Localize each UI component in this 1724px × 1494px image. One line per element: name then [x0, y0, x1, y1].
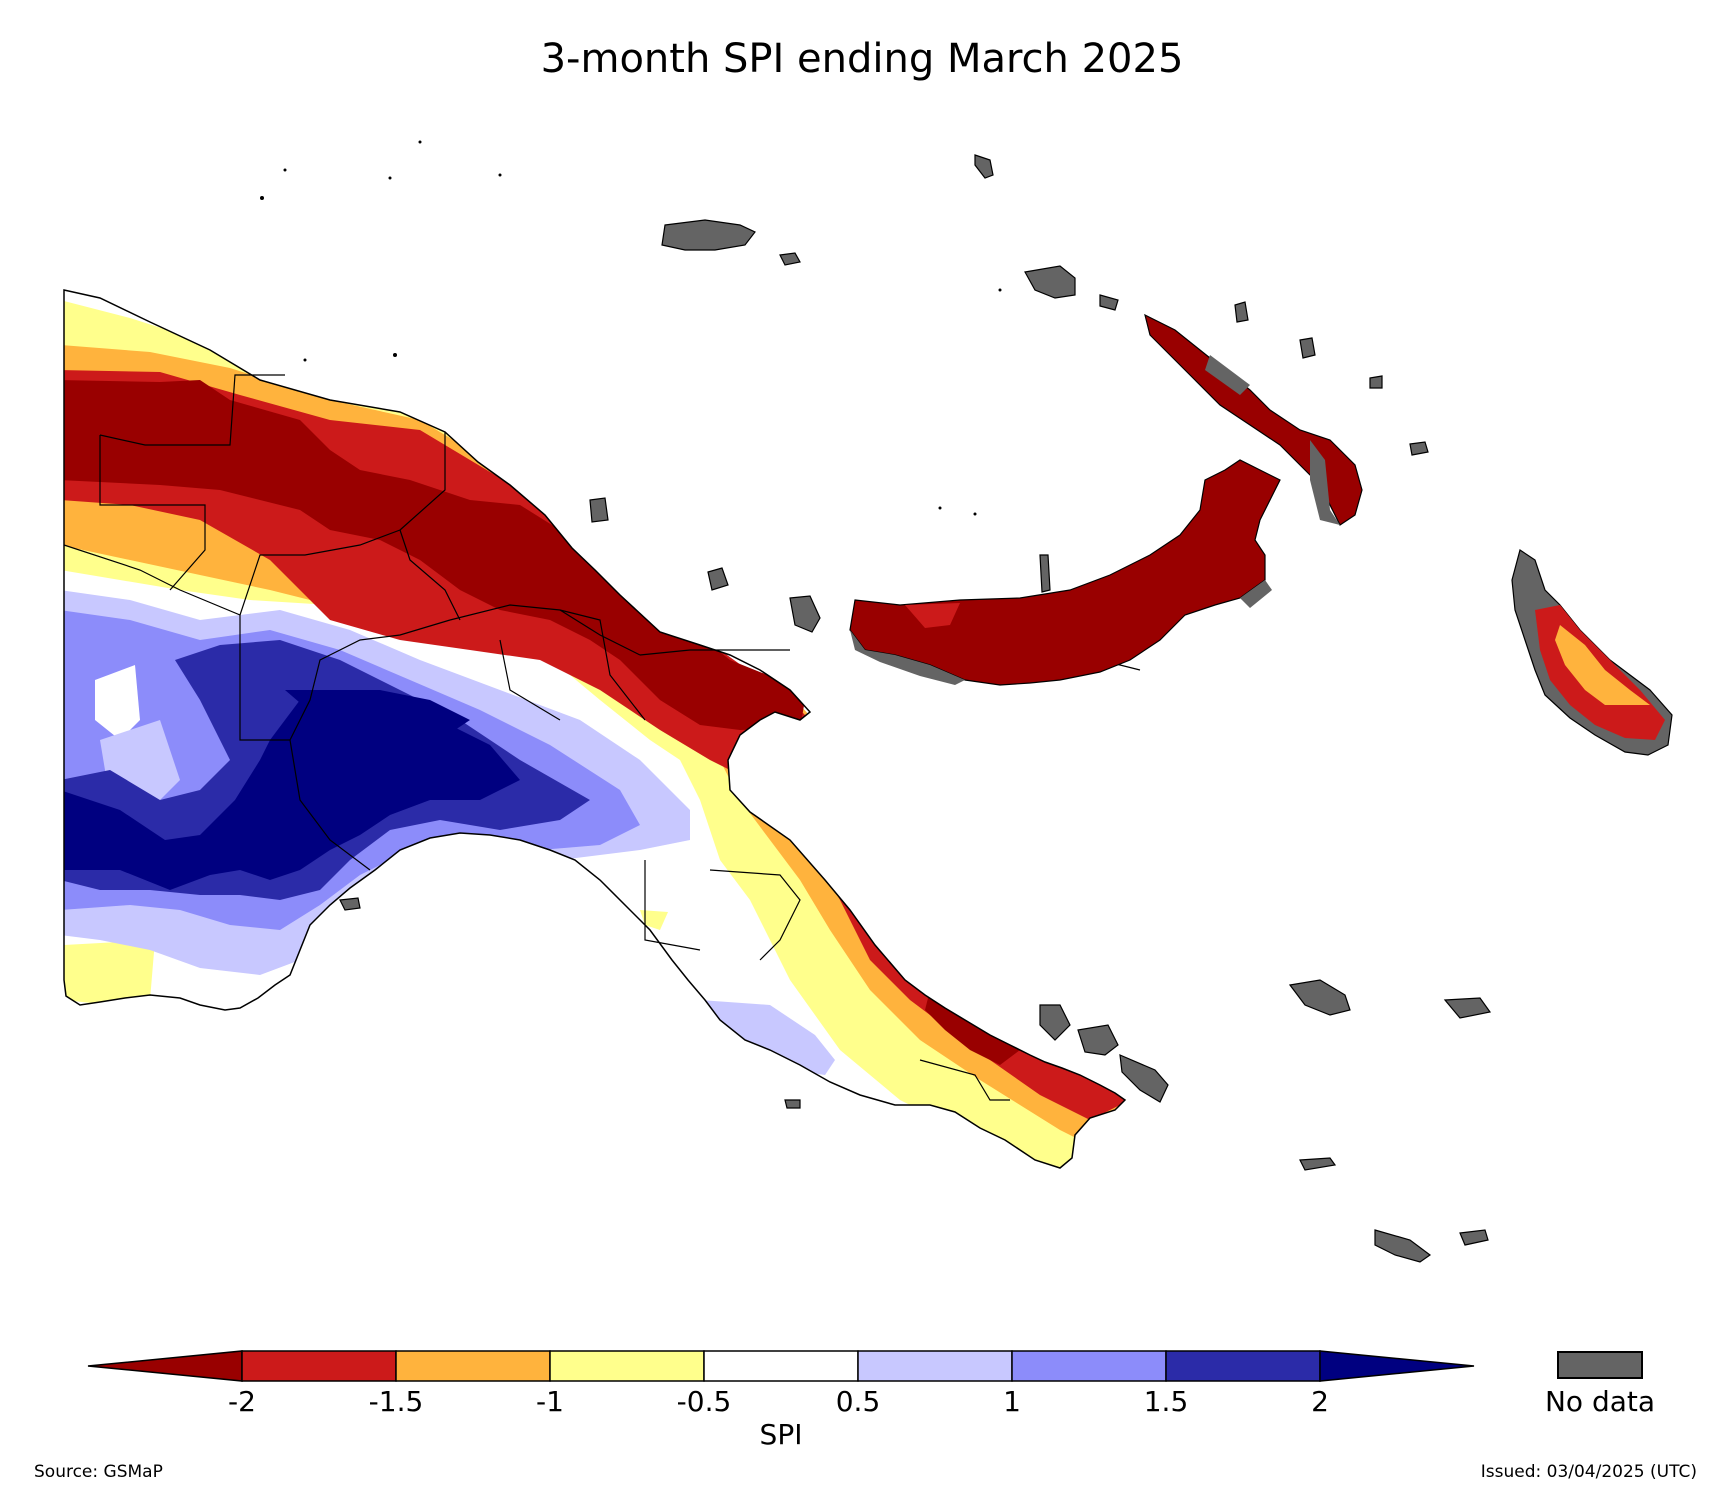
spi-band-mildly-dry-small — [640, 910, 668, 930]
spi-band-severely-dry-north — [64, 370, 1125, 1120]
colorbar-bin-5 — [857, 1350, 1013, 1382]
source-text: Source: GSMaP — [34, 1462, 163, 1482]
colorbar-extend-low — [87, 1350, 243, 1382]
new-britain-island — [849, 459, 1281, 686]
issued-text: Issued: 03/04/2025 (UTC) — [1480, 1462, 1697, 1482]
fergusson-island — [1039, 1004, 1071, 1041]
lihir-island — [1234, 301, 1249, 323]
small-islets — [260, 140, 1002, 516]
new-ireland-nodata-edge — [1205, 355, 1250, 395]
nodata-swatch — [1557, 1351, 1643, 1379]
colorbar-tick: 0.5 — [835, 1385, 881, 1418]
new-ireland-nodata-tip — [1310, 440, 1340, 525]
yule-island — [784, 1099, 801, 1109]
misima-island — [1299, 1157, 1337, 1171]
colorbar-bin-6 — [1011, 1350, 1167, 1382]
spi-band-extremely-wet-north — [285, 690, 470, 740]
spi-colorbar — [87, 1350, 1475, 1382]
colorbar-tick: -1.5 — [368, 1385, 424, 1418]
goodenough-island — [1077, 1024, 1119, 1056]
colorbar-tick: 1 — [1003, 1385, 1021, 1418]
map-title: 3-month SPI ending March 2025 — [540, 36, 1184, 82]
mainland-spi-fields — [64, 290, 1125, 1168]
manus-island — [661, 219, 756, 251]
daru-island — [339, 897, 361, 911]
colorbar-bin-2 — [395, 1350, 551, 1382]
normanby-island — [1119, 1054, 1169, 1103]
new-britain-nodata-edge — [850, 630, 965, 685]
colorbar-tick: -0.5 — [676, 1385, 732, 1418]
new-hanover-island — [1024, 265, 1076, 299]
woodlark-island — [1443, 997, 1492, 1019]
small-isle-1 — [1099, 294, 1119, 311]
umboi-island — [589, 497, 609, 523]
lou-island — [779, 252, 801, 266]
colorbar-bin-4 — [703, 1350, 859, 1382]
long-island — [707, 567, 729, 591]
tabar-island — [1299, 337, 1316, 359]
new-britain-nodata-east — [1240, 580, 1272, 608]
colorbar-tick: 2 — [1311, 1385, 1329, 1418]
emirau-island — [974, 154, 994, 179]
spi-band-near-normal-core — [95, 665, 140, 740]
colorbar-bin-1 — [241, 1350, 397, 1382]
colorbar-extend-high — [1319, 1350, 1475, 1382]
new-ireland-island — [1144, 313, 1363, 526]
tagula-island — [1374, 1229, 1432, 1263]
colorbar-bin-3 — [549, 1350, 705, 1382]
nodata-label: No data — [1544, 1385, 1656, 1418]
new-britain-severe-patch — [905, 603, 960, 628]
colorbar-bin-7 — [1165, 1350, 1321, 1382]
colorbar-tick: 1.5 — [1143, 1385, 1189, 1418]
small-isle-2 — [1369, 375, 1383, 389]
spi-band-mildly-wet-east — [700, 1000, 835, 1075]
small-isle-3 — [1039, 554, 1051, 593]
colorbar-tick: -2 — [228, 1385, 256, 1418]
spi-band-extremely-dry-north — [64, 380, 805, 730]
spi-band-extremely-wet — [64, 690, 520, 890]
colorbar-tick: -1 — [536, 1385, 564, 1418]
colorbar-label: SPI — [759, 1418, 803, 1451]
feni-island — [1409, 441, 1429, 456]
mainland-coastline — [63, 289, 1127, 1169]
trobriand-island — [1288, 979, 1351, 1016]
rossel-island — [1459, 1229, 1489, 1246]
bougainville-island — [1511, 549, 1673, 756]
spi-band-mildly-dry-south — [64, 940, 155, 1005]
no-data-islands — [339, 154, 1492, 1263]
karkar-island — [789, 595, 821, 633]
